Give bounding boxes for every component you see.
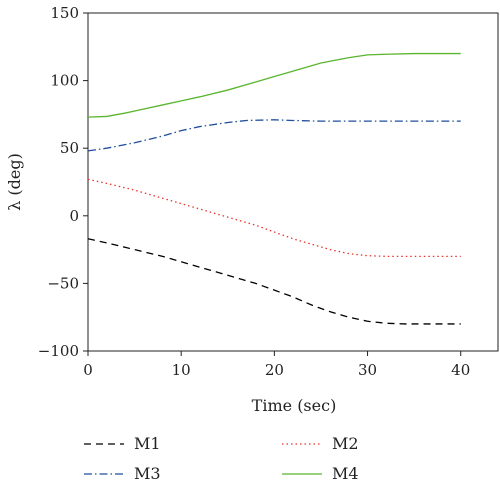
legend-label-m2: M2 [332,434,359,453]
legend-label-m3: M3 [134,464,161,483]
y-tick-label: 100 [50,72,79,90]
y-tick-label: 0 [69,207,79,225]
series-line-m2 [87,178,461,258]
plot-series [87,52,461,325]
series-line-m4 [87,52,461,118]
y-tick-label: −100 [38,342,79,360]
legend-label-m4: M4 [332,464,359,483]
x-axis-label: Time (sec) [252,396,337,415]
y-tick-label: 150 [50,4,79,22]
series-line-m1 [87,238,461,325]
x-tick-label: 0 [83,361,93,379]
x-tick-label: 30 [358,361,377,379]
y-axis-label: λ (deg) [5,153,24,211]
x-axis: 0 10 20 30 40 [83,351,470,379]
x-tick-label: 40 [451,361,470,379]
y-tick-label: −50 [47,274,79,292]
x-tick-label: 10 [172,361,191,379]
legend-label-m1: M1 [134,434,161,453]
y-axis: −100 −50 0 50 100 150 [38,4,88,360]
legend: M1 M2 M3 M4 [84,434,359,483]
series-line-m3 [87,119,461,152]
y-tick-label: 50 [60,139,79,157]
plot-frame [87,12,499,352]
x-tick-label: 20 [265,361,284,379]
